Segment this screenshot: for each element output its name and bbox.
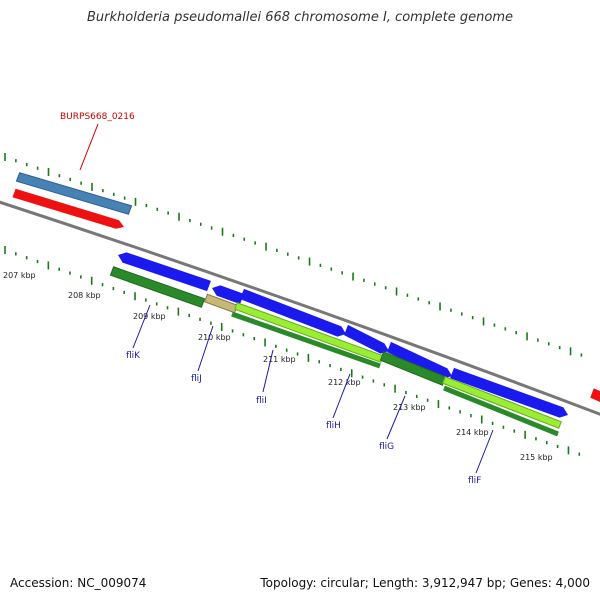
map-title: Burkholderia pseudomallei 668 chromosome… [86,10,514,25]
gene-label-burps668_0216[interactable]: BURPS668_0216 [60,112,135,122]
cds-flih[interactable] [344,324,389,354]
topology-label: Topology: circular; Length: 3,912,947 bp… [260,576,590,590]
scale-label: 212 kbp [328,378,361,387]
gene-flii-edge[interactable] [231,311,381,369]
cds-flii[interactable] [240,288,346,337]
gene-label-flij[interactable]: fliJ [191,374,202,384]
gene-flig[interactable] [442,376,562,429]
cds-burps668-0216[interactable] [12,188,124,229]
gene-flif[interactable] [443,385,559,437]
backbone-line [0,200,600,416]
scale-label: 209 kbp [133,312,166,321]
gene-burps668-0216[interactable] [15,172,133,215]
gene-label-flih[interactable]: fliH [326,421,341,431]
label-leader-line [475,429,494,474]
scale-label: 213 kbp [393,403,426,412]
gene-label-flif[interactable]: fliF [468,476,481,486]
cds-flik[interactable] [118,252,211,292]
scale-label: 214 kbp [456,428,489,437]
scale-label: 208 kbp [68,291,101,300]
label-leader-line [79,123,99,171]
label-leader-line [262,349,274,393]
label-leader-line [132,304,151,349]
accession-label: Accession: NC_009074 [10,576,147,590]
label-leader-line [386,395,406,440]
gene-label-flig[interactable]: fliG [379,442,394,452]
gene-flik[interactable] [109,266,206,308]
scale-label: 215 kbp [520,453,553,462]
scale-label: 211 kbp [263,355,296,364]
scale-label: 210 kbp [198,333,231,342]
gene-label-flik[interactable]: fliK [126,351,141,361]
cds-edge-red[interactable] [590,388,600,404]
cds-flij[interactable] [212,285,244,305]
scale-label: 207 kbp [3,271,36,280]
cds-flig[interactable] [387,341,452,379]
label-leader-line [197,325,214,372]
gene-label-flii[interactable]: fliI [256,396,267,406]
cds-flif[interactable] [450,367,568,418]
label-leader-line [332,373,351,419]
